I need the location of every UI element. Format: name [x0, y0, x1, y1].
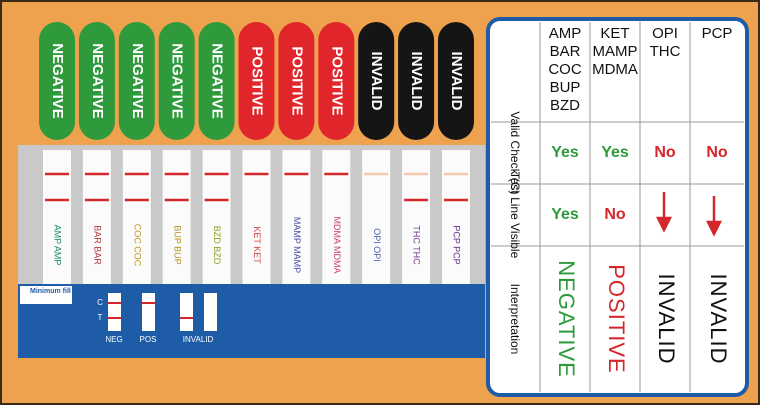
cell: No	[706, 144, 728, 161]
legend-invalid: INVALID	[183, 335, 214, 344]
down-arrow	[655, 192, 673, 233]
pill-label: NEGATIVE	[209, 43, 226, 119]
column-header: MAMP	[593, 43, 638, 60]
test-strip	[402, 150, 431, 284]
pill	[318, 22, 355, 140]
column-header: MDMA	[592, 61, 638, 78]
legend-strip	[142, 293, 155, 331]
cell: Yes	[551, 144, 579, 161]
test-strip	[242, 150, 271, 284]
column-header: KET	[600, 25, 629, 42]
row-label: Test Line Visible	[508, 172, 522, 259]
result-table	[486, 17, 749, 397]
row-label: Valid Check (C)	[508, 111, 522, 194]
interpretation: INVALID	[706, 274, 731, 365]
legend-strip	[180, 293, 193, 331]
test-strip	[43, 150, 71, 284]
pill-label: NEGATIVE	[49, 43, 66, 119]
column-header: PCP	[702, 25, 733, 42]
cell: No	[654, 144, 676, 161]
pill-label: INVALID	[368, 52, 385, 111]
row-label: Interpretation	[508, 284, 522, 355]
pill	[278, 22, 315, 140]
test-strip	[282, 150, 311, 284]
cell: Yes	[551, 206, 579, 223]
interpretation: POSITIVE	[604, 264, 629, 373]
pill	[78, 22, 115, 140]
column-header: COC	[548, 61, 582, 78]
legend-c: C	[97, 298, 103, 307]
pill-label: POSITIVE	[288, 46, 305, 115]
strip-label: OPI OPI	[372, 228, 382, 262]
pill	[39, 22, 75, 140]
strip-label: KET KET	[252, 226, 262, 264]
legend-strip	[108, 293, 121, 331]
strip-label: THC THC	[412, 225, 422, 265]
column-header: BAR	[550, 43, 581, 60]
pill	[398, 22, 435, 140]
strip-label: MDMA MDMA	[332, 217, 342, 274]
pill-label: NEGATIVE	[129, 43, 146, 119]
column-header: THC	[650, 43, 681, 60]
pill	[118, 22, 155, 140]
test-strip	[442, 150, 470, 284]
pill-label: NEGATIVE	[169, 43, 186, 119]
fill-panel	[18, 284, 485, 358]
pill-label: INVALID	[408, 52, 425, 111]
strip-label: BUP BUP	[172, 225, 182, 264]
strip-label: MAMP MAMP	[292, 217, 302, 273]
test-strip	[362, 150, 391, 284]
legend-neg: NEG	[105, 335, 122, 344]
pill	[238, 22, 275, 140]
test-strip	[202, 150, 231, 284]
test-strip	[82, 150, 111, 284]
fill-note: Minimum fill volume	[30, 288, 97, 295]
cell: No	[604, 206, 626, 223]
test-strip	[322, 150, 351, 284]
pill	[358, 22, 395, 140]
table-grid	[491, 22, 744, 392]
pill-label: POSITIVE	[328, 46, 345, 115]
column-header: OPI	[652, 25, 678, 42]
test-strip	[122, 150, 151, 284]
strip-label: COC COC	[132, 224, 142, 267]
pill-label: POSITIVE	[249, 46, 266, 115]
strip-label: BAR BAR	[93, 225, 103, 265]
interpretation: INVALID	[654, 274, 679, 365]
pill	[158, 22, 195, 140]
column-header: AMP	[549, 25, 582, 42]
strip-label: AMP AMP	[53, 225, 63, 266]
down-arrow	[705, 196, 723, 237]
pill-label: NEGATIVE	[89, 43, 106, 119]
strip-label: BZD BZD	[212, 226, 222, 265]
legend-strip	[204, 293, 217, 331]
legend-t: T	[98, 313, 103, 322]
test-strip	[162, 150, 191, 284]
legend-pos: POS	[140, 335, 157, 344]
column-header: BUP	[550, 79, 581, 96]
pill	[438, 22, 474, 140]
pill	[198, 22, 235, 140]
cell: Yes	[601, 144, 629, 161]
pill-label: INVALID	[448, 52, 465, 111]
fill-note-box	[20, 286, 72, 304]
interpretation: NEGATIVE	[554, 260, 579, 378]
column-header: BZD	[550, 97, 580, 114]
strip-label: PCP PCP	[452, 225, 462, 264]
